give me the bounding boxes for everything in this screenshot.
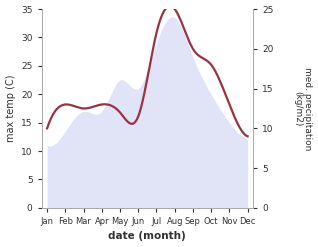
Y-axis label: max temp (C): max temp (C) [5, 75, 16, 142]
X-axis label: date (month): date (month) [108, 231, 186, 242]
Y-axis label: med. precipitation
(kg/m2): med. precipitation (kg/m2) [293, 67, 313, 150]
